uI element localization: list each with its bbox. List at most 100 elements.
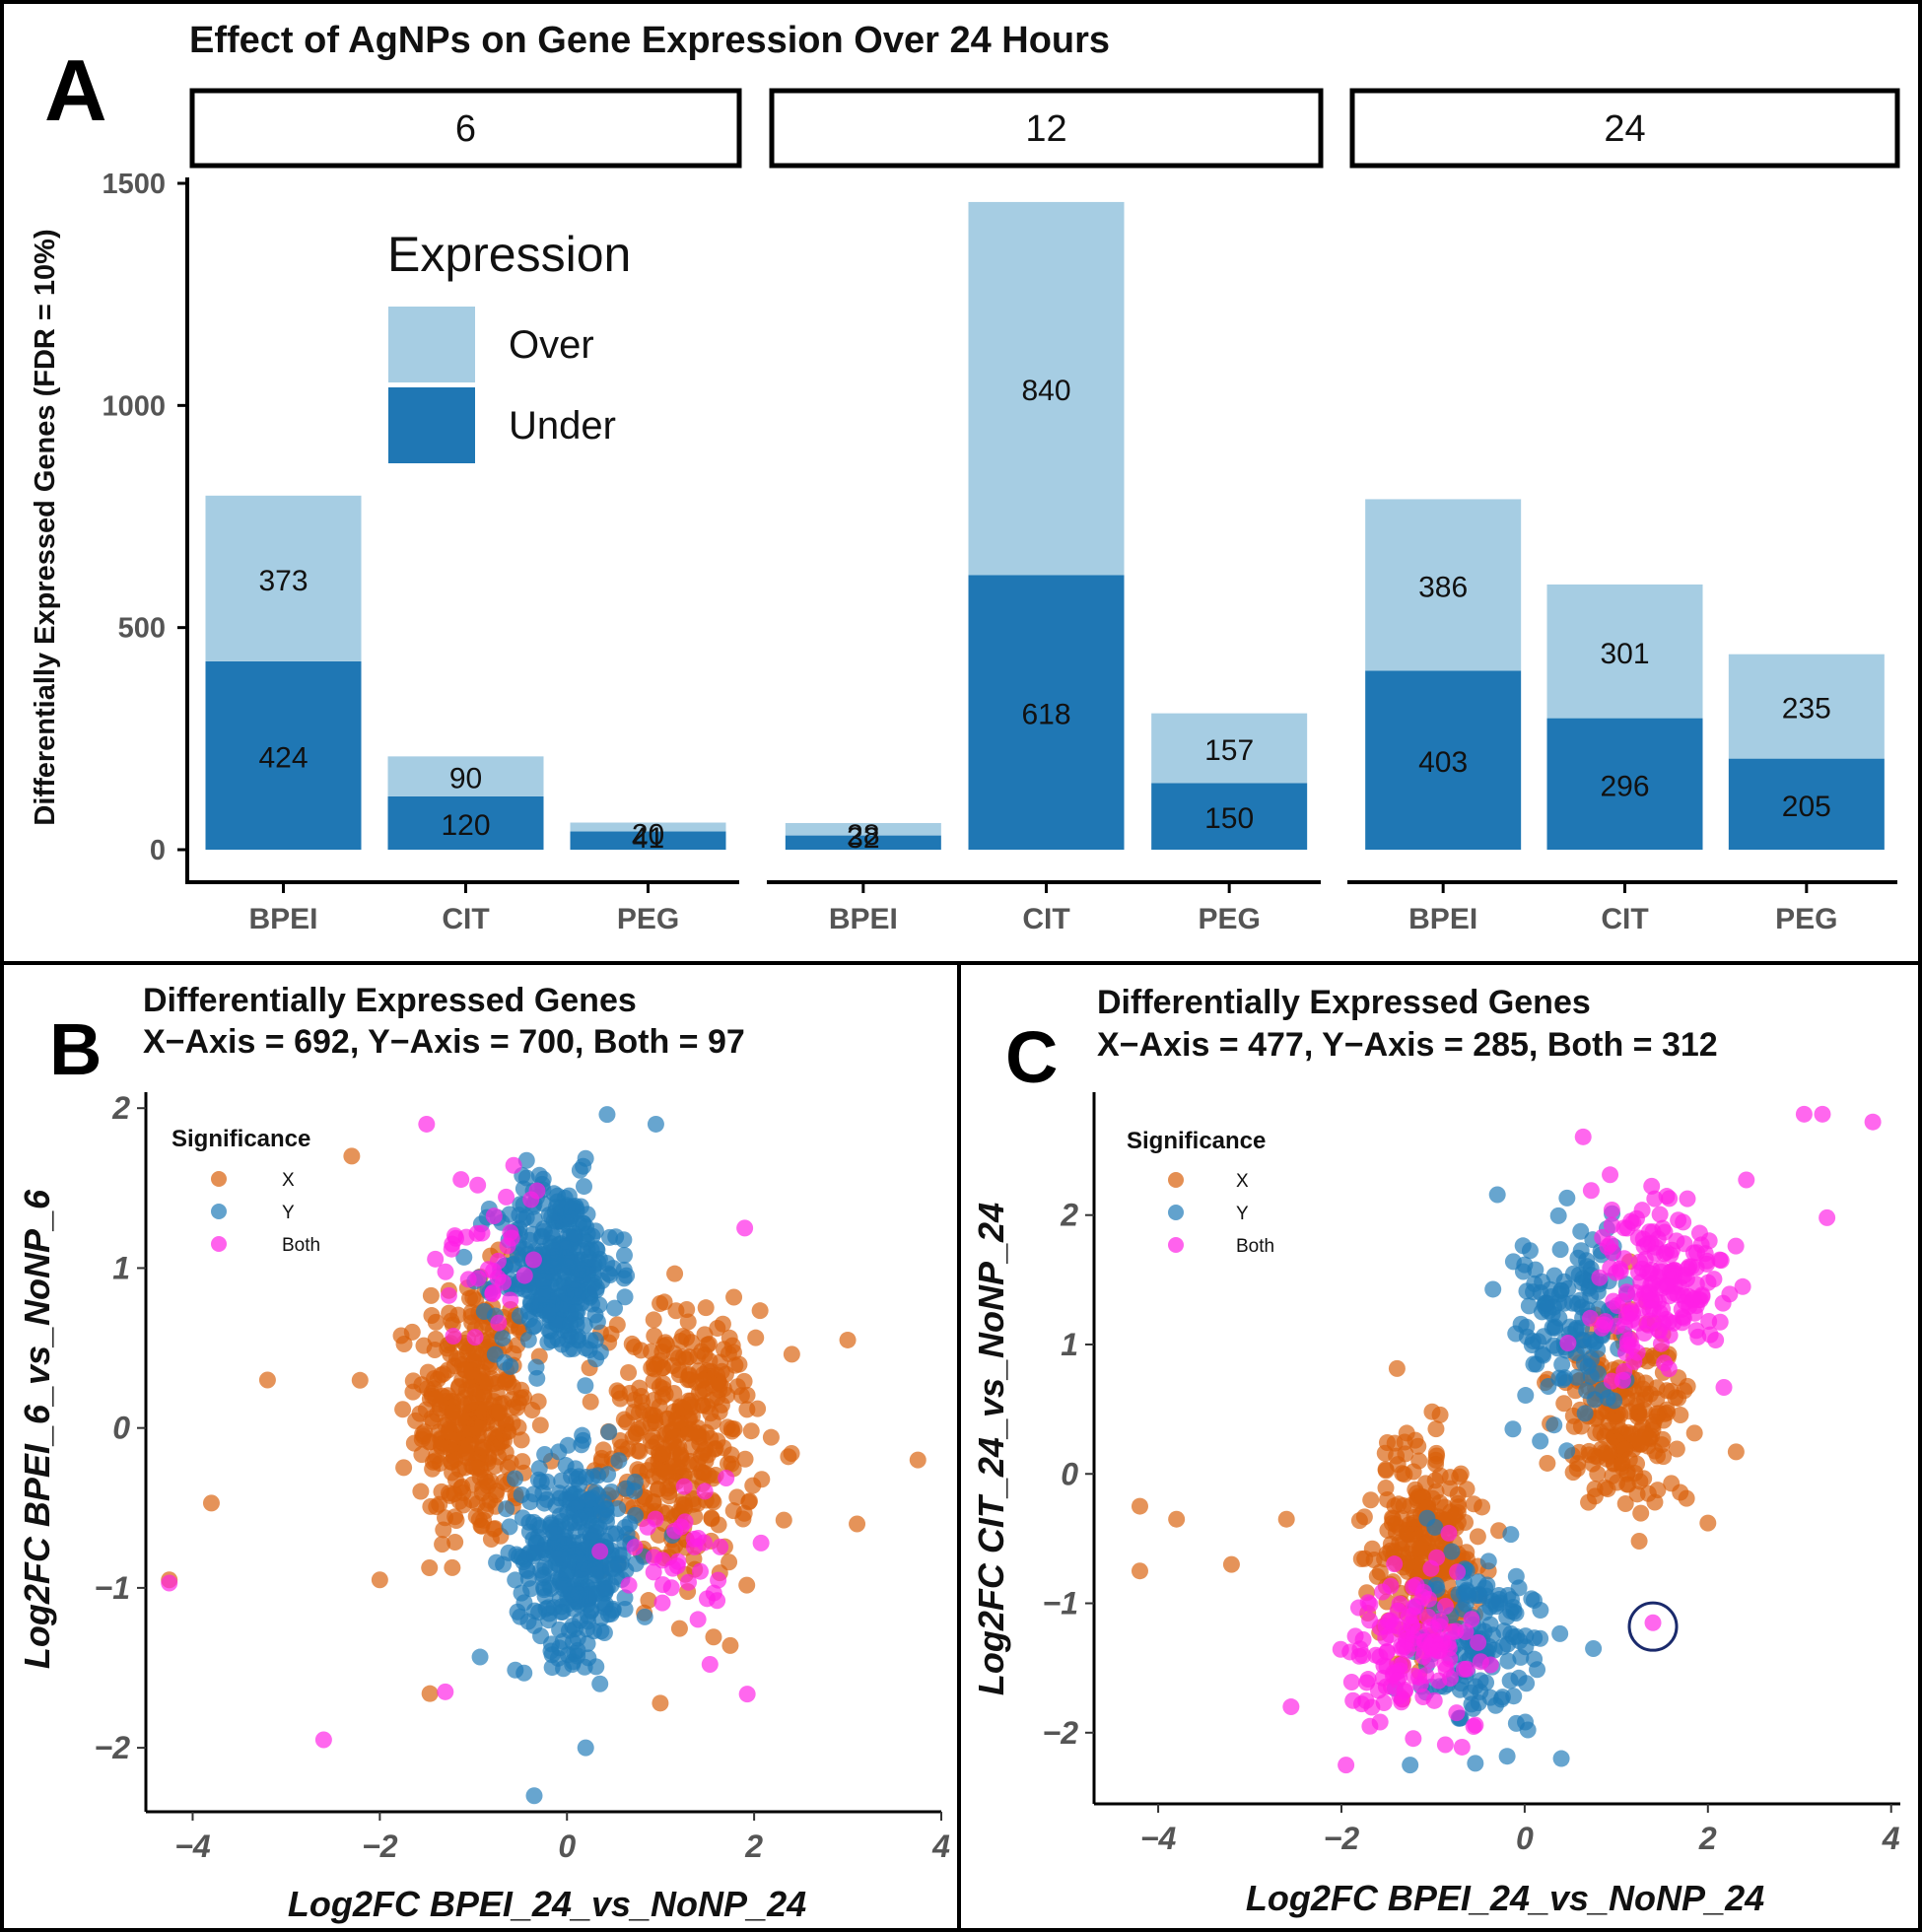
data-point-y — [542, 1635, 560, 1653]
data-point-y — [1472, 1672, 1489, 1690]
data-point-x — [1383, 1509, 1401, 1527]
data-point-both — [738, 1686, 756, 1703]
data-point-x — [652, 1352, 669, 1370]
data-point-y — [1532, 1432, 1549, 1450]
data-point-x — [656, 1464, 674, 1482]
data-point-both — [645, 1563, 662, 1581]
data-point-y — [591, 1675, 609, 1692]
legend-swatch-over — [388, 307, 475, 382]
data-point-y — [536, 1558, 554, 1576]
data-point-x — [441, 1304, 458, 1322]
data-point-both — [1399, 1641, 1416, 1659]
data-point-x — [497, 1444, 515, 1462]
data-point-y — [1524, 1333, 1542, 1350]
data-point-x — [738, 1401, 756, 1418]
data-point-both — [1582, 1182, 1600, 1200]
data-point-both — [1405, 1730, 1422, 1748]
bar-under-PEG — [1728, 758, 1885, 850]
legend-label-y: Y — [1236, 1204, 1249, 1224]
x-tick-label: 4 — [931, 1828, 950, 1864]
data-point-x — [1414, 1488, 1432, 1506]
data-point-both — [427, 1250, 445, 1268]
data-label-under: 41 — [632, 822, 664, 855]
data-point-both — [626, 1539, 644, 1556]
data-point-both — [1422, 1559, 1440, 1577]
data-point-y — [555, 1660, 573, 1678]
data-point-x — [1388, 1359, 1406, 1377]
data-point-y — [1504, 1420, 1522, 1438]
data-label-under: 32 — [847, 822, 879, 855]
data-point-y — [488, 1553, 506, 1571]
data-point-both — [620, 1576, 638, 1594]
data-point-both — [1591, 1269, 1609, 1286]
data-point-x — [1727, 1443, 1745, 1461]
data-point-x — [1402, 1496, 1419, 1514]
data-point-both — [1623, 1338, 1641, 1355]
data-point-y — [589, 1254, 607, 1272]
data-point-both — [440, 1286, 457, 1304]
data-point-y — [1544, 1319, 1561, 1337]
data-point-x — [713, 1362, 730, 1380]
data-point-x — [735, 1372, 753, 1390]
data-point-both — [459, 1271, 477, 1288]
data-point-y — [606, 1299, 624, 1317]
data-point-x — [1377, 1480, 1395, 1497]
data-point-x — [667, 1412, 685, 1429]
data-label-under: 618 — [1021, 699, 1070, 731]
facet-strip — [1349, 88, 1900, 169]
data-point-y — [509, 1603, 526, 1621]
data-point-x — [1450, 1498, 1468, 1516]
data-point-x — [1168, 1510, 1186, 1528]
data-point-both — [1675, 1213, 1692, 1231]
data-point-both — [653, 1594, 671, 1612]
data-point-x — [446, 1533, 464, 1551]
data-point-y — [1529, 1661, 1546, 1679]
bar-under-PEG — [1151, 783, 1308, 850]
data-point-x — [1589, 1465, 1607, 1483]
data-point-x — [477, 1502, 495, 1520]
facet-strip-label: 24 — [1604, 108, 1645, 150]
panel-c-plot: −4 −2 0 2 4 −2 −1 0 1 2 — [1043, 1092, 1900, 1856]
data-point-both — [1711, 1313, 1729, 1331]
panel-c: C Differentially Expressed Genes X−Axis … — [971, 984, 1900, 1918]
data-point-both — [498, 1188, 515, 1206]
data-point-x — [415, 1337, 433, 1354]
data-point-x — [444, 1558, 461, 1576]
data-point-y — [534, 1273, 552, 1290]
data-point-y — [1523, 1590, 1541, 1608]
data-point-both — [1625, 1352, 1643, 1370]
data-point-y — [525, 1787, 543, 1805]
data-point-both — [591, 1543, 609, 1560]
data-point-both — [161, 1574, 178, 1592]
data-point-x — [709, 1320, 726, 1338]
data-point-y — [605, 1560, 623, 1578]
data-point-y — [1606, 1392, 1623, 1410]
data-point-y — [1568, 1368, 1586, 1386]
data-point-x — [1371, 1563, 1389, 1581]
data-point-both — [1382, 1577, 1400, 1595]
data-point-both — [437, 1683, 454, 1700]
data-point-y — [569, 1641, 586, 1659]
data-point-x — [395, 1459, 413, 1477]
data-point-both — [1470, 1633, 1487, 1651]
data-point-both — [1344, 1691, 1362, 1709]
y-tick-label: 2 — [1060, 1198, 1078, 1233]
data-point-y — [566, 1229, 583, 1247]
data-point-x — [1469, 1528, 1486, 1546]
data-point-x — [735, 1504, 753, 1522]
x-tick-label: CIT — [1601, 903, 1648, 935]
data-point-both — [1630, 1253, 1648, 1271]
data-point-both — [1436, 1736, 1454, 1754]
bar-under-CIT — [387, 795, 544, 850]
data-point-y — [615, 1246, 633, 1264]
panel-c-xlabel: Log2FC BPEI_24_vs_NoNP_24 — [1246, 1878, 1764, 1918]
data-point-y — [1559, 1279, 1577, 1297]
data-point-x — [508, 1399, 525, 1416]
data-point-x — [422, 1286, 440, 1304]
data-point-x — [1592, 1423, 1610, 1441]
data-point-y — [647, 1115, 664, 1133]
data-point-x — [371, 1571, 388, 1589]
data-point-both — [1371, 1713, 1389, 1731]
data-point-y — [539, 1306, 557, 1324]
